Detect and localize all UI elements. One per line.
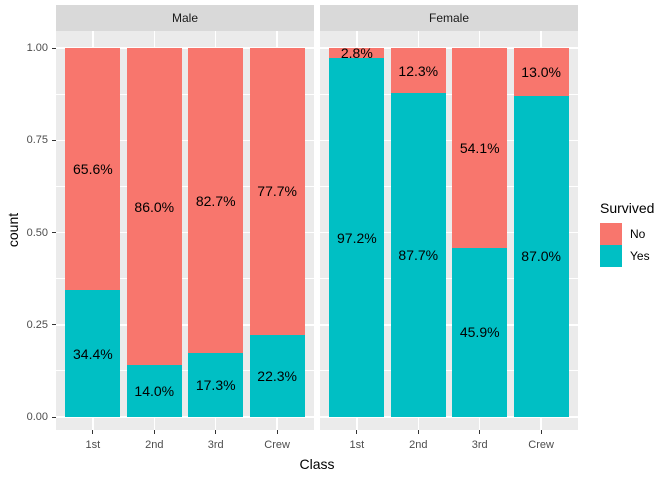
gridline-minor [320, 370, 578, 372]
bar-label: 22.3% [257, 367, 297, 384]
bar-label: 97.2% [336, 229, 377, 246]
bar-label: 14.0% [134, 383, 175, 400]
bar-segment [513, 95, 569, 417]
legend-label: No [630, 227, 646, 241]
legend-key-swatch [600, 245, 622, 267]
bar-segment [65, 290, 121, 417]
facet-panel: 97.2% 2.8% 87.7% 12.3% 45.9% 54.1% 87.0% 13.0% [320, 31, 578, 430]
gridline-minor [56, 370, 314, 372]
gridline-major [320, 139, 578, 141]
x-axis-tick [417, 430, 419, 434]
x-tick-label: Crew [528, 439, 554, 451]
bar-label: 86.0% [134, 198, 175, 215]
bar-label: 82.7% [195, 192, 236, 209]
facet-strip: Female [320, 5, 578, 31]
bar-segment [249, 48, 305, 335]
legend-title: Survived [600, 200, 655, 216]
bar-segment [329, 58, 385, 417]
bar-segment [452, 48, 508, 248]
y-tick-label: 0.50 [26, 226, 48, 239]
bar-segment [513, 48, 569, 96]
bar-label: 12.3% [398, 62, 439, 79]
legend: Survived No Yes [600, 200, 654, 267]
y-axis-tick [52, 416, 56, 418]
x-tick-label: 2nd [409, 439, 428, 451]
bar-label: 45.9% [459, 324, 500, 341]
x-axis-title: Class [299, 456, 335, 472]
y-tick-label: 0.75 [26, 134, 48, 147]
bar-segment [188, 48, 244, 354]
gridline-minor [56, 93, 314, 95]
gridline-minor [56, 185, 314, 187]
bar-label: 2.8% [340, 45, 373, 62]
x-tick-label: 3rd [207, 439, 224, 451]
gridline-major [56, 416, 314, 418]
bar-segment [452, 247, 508, 417]
y-tick-label: 0.25 [26, 318, 48, 331]
x-axis-tick [479, 430, 481, 434]
bar-label: 65.6% [72, 161, 113, 178]
y-tick-label: 1.00 [26, 42, 48, 54]
bar-segment [329, 48, 385, 59]
bar-label: 13.0% [521, 63, 561, 80]
y-axis-tick [52, 324, 56, 326]
legend-entry: Yes [600, 245, 654, 267]
legend-entry: No [600, 223, 654, 245]
gridline-major [56, 231, 314, 234]
x-tick-label: 1st [349, 439, 365, 451]
bar-segment [249, 334, 305, 417]
x-tick-label: 1st [85, 439, 101, 451]
bar-segment [126, 365, 182, 417]
y-axis-tick [52, 47, 56, 49]
x-axis-tick [92, 430, 94, 434]
bar-segment [188, 353, 244, 417]
gridline-major [56, 324, 314, 326]
y-axis-tick [52, 139, 56, 141]
gridline-major [56, 47, 314, 49]
facet-panel: 34.4% 65.6% 14.0% 86.0% 17.3% 82.7% 22.3% 77.7% [56, 31, 314, 430]
x-axis-tick [540, 430, 542, 434]
gridline-major [56, 139, 314, 141]
x-tick-label: 3rd [471, 439, 488, 451]
bar-label: 17.3% [195, 377, 236, 394]
bar-label: 34.4% [72, 345, 113, 362]
x-axis-tick [276, 430, 278, 434]
x-axis-tick [153, 430, 155, 434]
gridline-major [320, 324, 578, 326]
bar-label: 54.1% [459, 139, 500, 156]
legend-label: Yes [630, 249, 650, 263]
x-axis-tick [215, 430, 217, 434]
gridline-minor [320, 185, 578, 187]
gridline-minor [320, 93, 578, 95]
x-tick-label: 2nd [145, 439, 164, 451]
gridline-major [320, 416, 578, 418]
legend-key-swatch [600, 223, 622, 245]
y-axis-tick [52, 232, 56, 233]
gridline-major [320, 47, 578, 49]
bar-segment [390, 48, 446, 94]
bar-label: 87.7% [398, 247, 439, 264]
legend-entries: No Yes [600, 223, 654, 267]
facet-strip: Male [56, 5, 314, 31]
gridline-major [320, 231, 578, 234]
gridline-minor [56, 278, 314, 280]
bar-segment [390, 93, 446, 417]
bar-segment [126, 48, 182, 366]
x-axis-tick [356, 430, 358, 434]
gridline-minor [320, 278, 578, 280]
bar-segment [65, 48, 121, 291]
x-tick-label: Crew [264, 439, 290, 451]
bar-label: 87.0% [521, 248, 561, 265]
y-tick-label: 0.00 [26, 411, 48, 423]
bar-label: 77.7% [257, 183, 297, 200]
